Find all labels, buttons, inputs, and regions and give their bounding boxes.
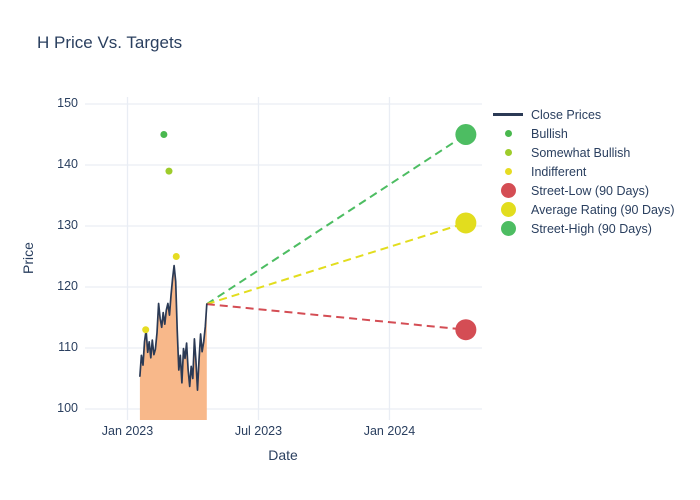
target-marker-average-rating-90-days- [455,212,477,234]
legend-label-street-low: Street-Low (90 Days) [531,183,650,198]
legend-item-street-high[interactable]: Street-High (90 Days) [493,219,675,238]
legend-label-somewhat-bullish: Somewhat Bullish [531,145,631,160]
target-marker-street-low-90-days- [455,319,477,341]
legend-item-street-low[interactable]: Street-Low (90 Days) [493,181,675,200]
y-tick-label: 150 [57,96,78,110]
legend-item-indifferent[interactable]: Indifferent [493,162,675,181]
legend-item-average-rating[interactable]: Average Rating (90 Days) [493,200,675,219]
legend-item-close-prices[interactable]: Close Prices [493,105,675,124]
legend-label-street-high: Street-High (90 Days) [531,221,652,236]
x-tick-label: Jan 2023 [101,424,154,438]
x-axis-title: Date [268,447,298,463]
rating-point-indifferent [172,253,180,260]
y-tick-label: 140 [57,157,78,171]
legend: Close Prices Bullish Somewhat Bullish In… [493,105,675,238]
legend-label-average-rating: Average Rating (90 Days) [531,202,675,217]
x-tick-label: Jan 2024 [363,424,416,438]
street-low-marker-icon [493,183,523,198]
x-tick-label: Jul 2023 [234,424,283,438]
legend-label-bullish: Bullish [531,126,568,141]
target-marker-street-high-90-days- [455,124,477,145]
close-prices-line-swatch [493,113,523,116]
legend-label-close-prices: Close Prices [531,107,602,122]
legend-label-indifferent: Indifferent [531,164,587,179]
y-tick-label: 120 [57,279,78,293]
y-tick-label: 100 [57,401,78,415]
y-tick-label: 110 [58,340,78,354]
rating-point-bullish [160,131,168,138]
y-tick-label: 130 [57,218,78,232]
average-rating-marker-icon [493,202,523,217]
chart-title: H Price Vs. Targets [37,33,183,52]
rating-point-indifferent [142,326,150,334]
street-high-marker-icon [493,221,523,236]
y-axis-title: Price [20,242,36,274]
legend-item-somewhat-bullish[interactable]: Somewhat Bullish [493,143,675,162]
rating-point-somewhat-bullish [165,167,173,175]
bullish-dot-icon [493,130,523,137]
legend-item-bullish[interactable]: Bullish [493,124,675,143]
indifferent-dot-icon [493,168,523,175]
somewhat-bullish-dot-icon [493,149,523,156]
